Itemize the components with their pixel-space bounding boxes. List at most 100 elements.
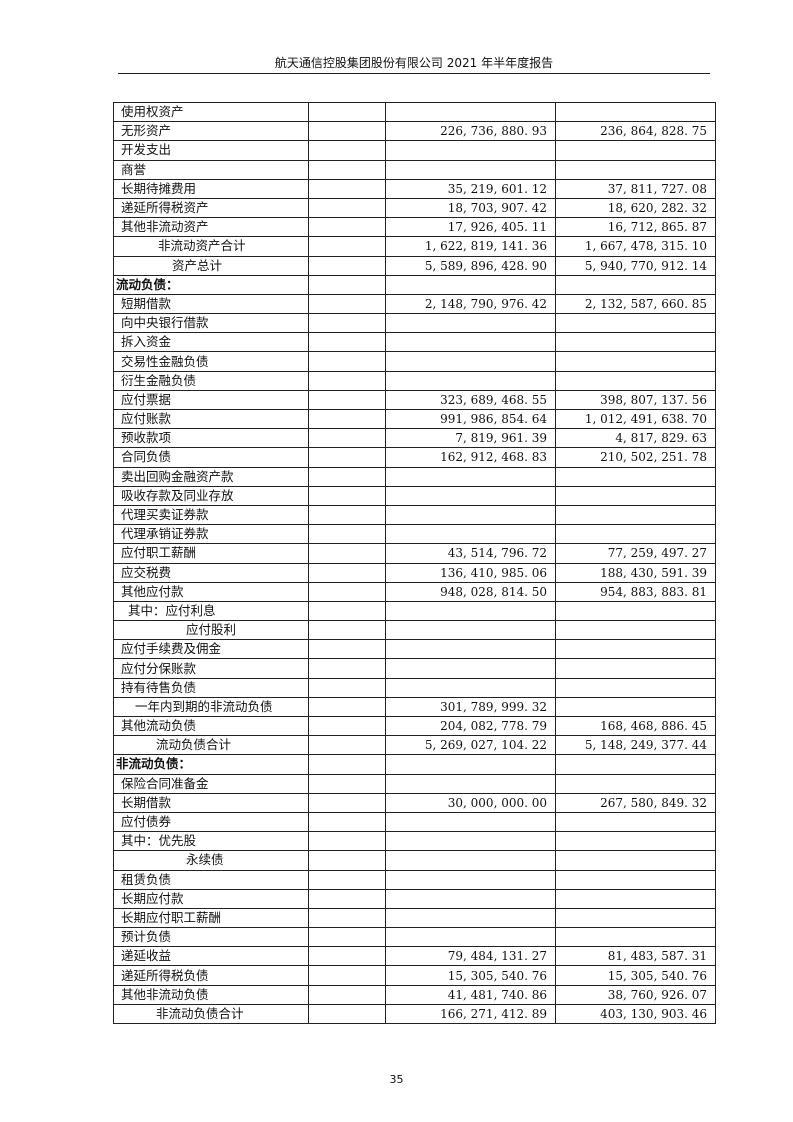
table-row: 合同负债 162, 912, 468. 83 210, 502, 251. 78 xyxy=(113,447,716,468)
note-cell xyxy=(308,715,386,737)
note-cell xyxy=(308,121,386,142)
prior-period-value xyxy=(555,831,716,852)
note-cell xyxy=(308,831,386,852)
prior-period-value xyxy=(555,313,716,334)
table-row: 无形资产 226, 736, 880. 93 236, 864, 828. 75 xyxy=(113,121,716,142)
table-row: 一年内到期的非流动负债 301, 789, 999. 32 xyxy=(113,696,716,718)
current-period-value: 5, 589, 896, 428. 90 xyxy=(385,255,556,276)
current-period-value xyxy=(385,869,556,890)
current-period-value: 43, 514, 796. 72 xyxy=(385,543,556,564)
table-row: 其他流动负债 204, 082, 778. 79 168, 468, 886. 45 xyxy=(113,715,716,737)
note-cell xyxy=(308,197,386,219)
prior-period-value xyxy=(555,850,716,871)
row-label: 非流动资产合计 xyxy=(113,236,309,257)
note-cell xyxy=(308,313,386,334)
prior-period-value: 236, 864, 828. 75 xyxy=(555,121,716,142)
prior-period-value xyxy=(555,927,716,948)
current-period-value: 2, 148, 790, 976. 42 xyxy=(385,293,556,315)
prior-period-value xyxy=(555,101,716,123)
current-period-value: 948, 028, 814. 50 xyxy=(385,581,556,602)
current-period-value: 5, 269, 027, 104. 22 xyxy=(385,735,556,756)
prior-period-value: 38, 760, 926. 07 xyxy=(555,984,716,1005)
prior-period-value: 37, 811, 727. 08 xyxy=(555,178,716,199)
prior-period-value xyxy=(555,370,716,391)
table-row: 应交税费 136, 410, 985. 06 188, 430, 591. 39 xyxy=(113,562,716,583)
current-period-value: 136, 410, 985. 06 xyxy=(385,562,556,583)
prior-period-value: 77, 259, 497. 27 xyxy=(555,543,716,564)
current-period-value xyxy=(385,485,556,506)
row-label: 向中央银行借款 xyxy=(113,313,309,334)
row-label: 预收款项 xyxy=(113,428,309,449)
current-period-value: 323, 689, 468. 55 xyxy=(385,389,556,411)
table-row: 永续债 xyxy=(113,850,716,871)
prior-period-value xyxy=(555,907,716,929)
row-label: 长期应付职工薪酬 xyxy=(113,907,309,929)
row-label: 应付职工薪酬 xyxy=(113,543,309,564)
table-row: 应付股利 xyxy=(113,620,716,641)
note-cell xyxy=(308,927,386,948)
note-cell xyxy=(308,543,386,564)
note-cell xyxy=(308,370,386,391)
row-label: 其他应付款 xyxy=(113,581,309,602)
current-period-value xyxy=(385,504,556,526)
table-row: 开发支出 xyxy=(113,140,716,161)
row-label: 永续债 xyxy=(113,850,309,871)
row-label: 应付股利 xyxy=(113,620,309,641)
table-row: 流动负债合计 5, 269, 027, 104. 22 5, 148, 249, 3… xyxy=(113,735,716,756)
header-divider xyxy=(118,73,710,74)
table-row: 应付职工薪酬 43, 514, 796. 72 77, 259, 497. 27 xyxy=(113,543,716,564)
current-period-value: 79, 484, 131. 27 xyxy=(385,946,556,967)
prior-period-value: 16, 712, 865. 87 xyxy=(555,217,716,238)
prior-period-value xyxy=(555,274,716,295)
row-label: 预计负债 xyxy=(113,927,309,948)
prior-period-value xyxy=(555,485,716,506)
prior-period-value: 398, 807, 137. 56 xyxy=(555,389,716,411)
note-cell xyxy=(308,639,386,660)
current-period-value: 1, 622, 819, 141. 36 xyxy=(385,236,556,257)
note-cell xyxy=(308,620,386,641)
current-period-value xyxy=(385,466,556,487)
table-row: 代理买卖证券款 xyxy=(113,504,716,526)
prior-period-value: 188, 430, 591. 39 xyxy=(555,562,716,583)
table-row: 短期借款 2, 148, 790, 976. 42 2, 132, 587, 660… xyxy=(113,293,716,315)
note-cell xyxy=(308,140,386,161)
prior-period-value xyxy=(555,351,716,372)
current-period-value xyxy=(385,658,556,679)
row-label: 其中：应付利息 xyxy=(113,600,309,622)
current-period-value xyxy=(385,773,556,794)
note-cell xyxy=(308,735,386,756)
table-row: 应付分保账款 xyxy=(113,658,716,679)
row-label: 非流动负债： xyxy=(113,754,309,775)
note-cell xyxy=(308,811,386,833)
note-cell xyxy=(308,351,386,372)
table-row: 其他非流动资产 17, 926, 405. 11 16, 712, 865. 87 xyxy=(113,217,716,238)
table-row: 资产总计 5, 589, 896, 428. 90 5, 940, 770, 912… xyxy=(113,255,716,276)
note-cell xyxy=(308,217,386,238)
prior-period-value xyxy=(555,466,716,487)
prior-period-value xyxy=(555,754,716,775)
prior-period-value xyxy=(555,773,716,794)
table-row: 预收款项 7, 819, 961. 39 4, 817, 829. 63 xyxy=(113,428,716,449)
current-period-value xyxy=(385,831,556,852)
note-cell xyxy=(308,907,386,929)
note-cell xyxy=(308,792,386,813)
section-header-row: 流动负债： xyxy=(113,274,716,295)
section-header-row: 非流动负债： xyxy=(113,754,716,775)
row-label: 无形资产 xyxy=(113,121,309,142)
table-row: 应付票据 323, 689, 468. 55 398, 807, 137. 56 xyxy=(113,389,716,411)
row-label: 应付债券 xyxy=(113,811,309,833)
row-label: 吸收存款及同业存放 xyxy=(113,485,309,506)
note-cell xyxy=(308,524,386,545)
note-cell xyxy=(308,485,386,506)
prior-period-value xyxy=(555,524,716,545)
prior-period-value: 954, 883, 883. 81 xyxy=(555,581,716,602)
current-period-value xyxy=(385,620,556,641)
prior-period-value xyxy=(555,332,716,353)
note-cell xyxy=(308,946,386,967)
prior-period-value: 168, 468, 886. 45 xyxy=(555,715,716,737)
current-period-value xyxy=(385,811,556,833)
current-period-value xyxy=(385,600,556,622)
note-cell xyxy=(308,389,386,411)
current-period-value xyxy=(385,313,556,334)
row-label: 保险合同准备金 xyxy=(113,773,309,794)
